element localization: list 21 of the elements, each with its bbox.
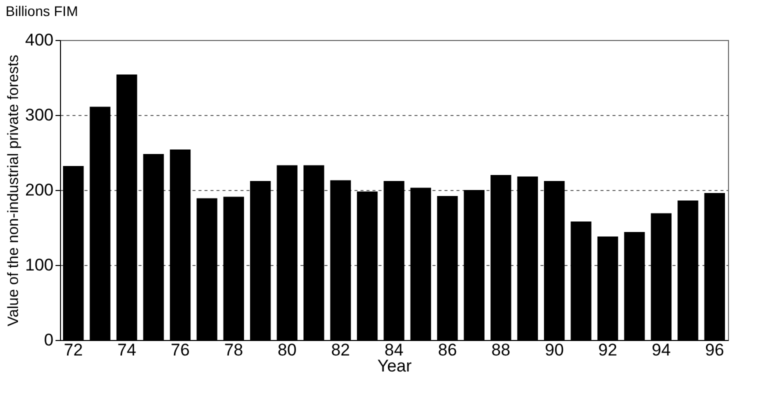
x-tick-label: 96 — [705, 340, 724, 360]
x-axis-title: Year — [377, 356, 412, 376]
x-tick-label: 74 — [117, 340, 136, 360]
x-tick-label: 80 — [278, 340, 297, 360]
x-tick-label: 76 — [170, 340, 190, 360]
y-axis-title: Value of the non-industrial private forests — [5, 54, 22, 326]
x-tick-label: 84 — [384, 340, 404, 360]
x-tick-label: 92 — [598, 340, 618, 360]
x-tick-label: 86 — [438, 340, 457, 360]
x-tick-label: 82 — [331, 340, 350, 360]
x-tick-label: 88 — [491, 340, 510, 360]
chart-title: Billions FIM — [6, 3, 78, 19]
x-tick-label: 72 — [64, 340, 83, 360]
x-tick-label: 78 — [224, 340, 244, 360]
y-tick-label: 200 — [25, 180, 54, 200]
x-tick-label: 94 — [652, 340, 671, 360]
y-tick-label: 100 — [25, 256, 54, 274]
y-tick-label: 300 — [25, 106, 54, 124]
x-tick-label: 90 — [544, 340, 564, 360]
y-tick-label: 0 — [44, 330, 54, 350]
y-tick-label: 400 — [25, 30, 54, 50]
